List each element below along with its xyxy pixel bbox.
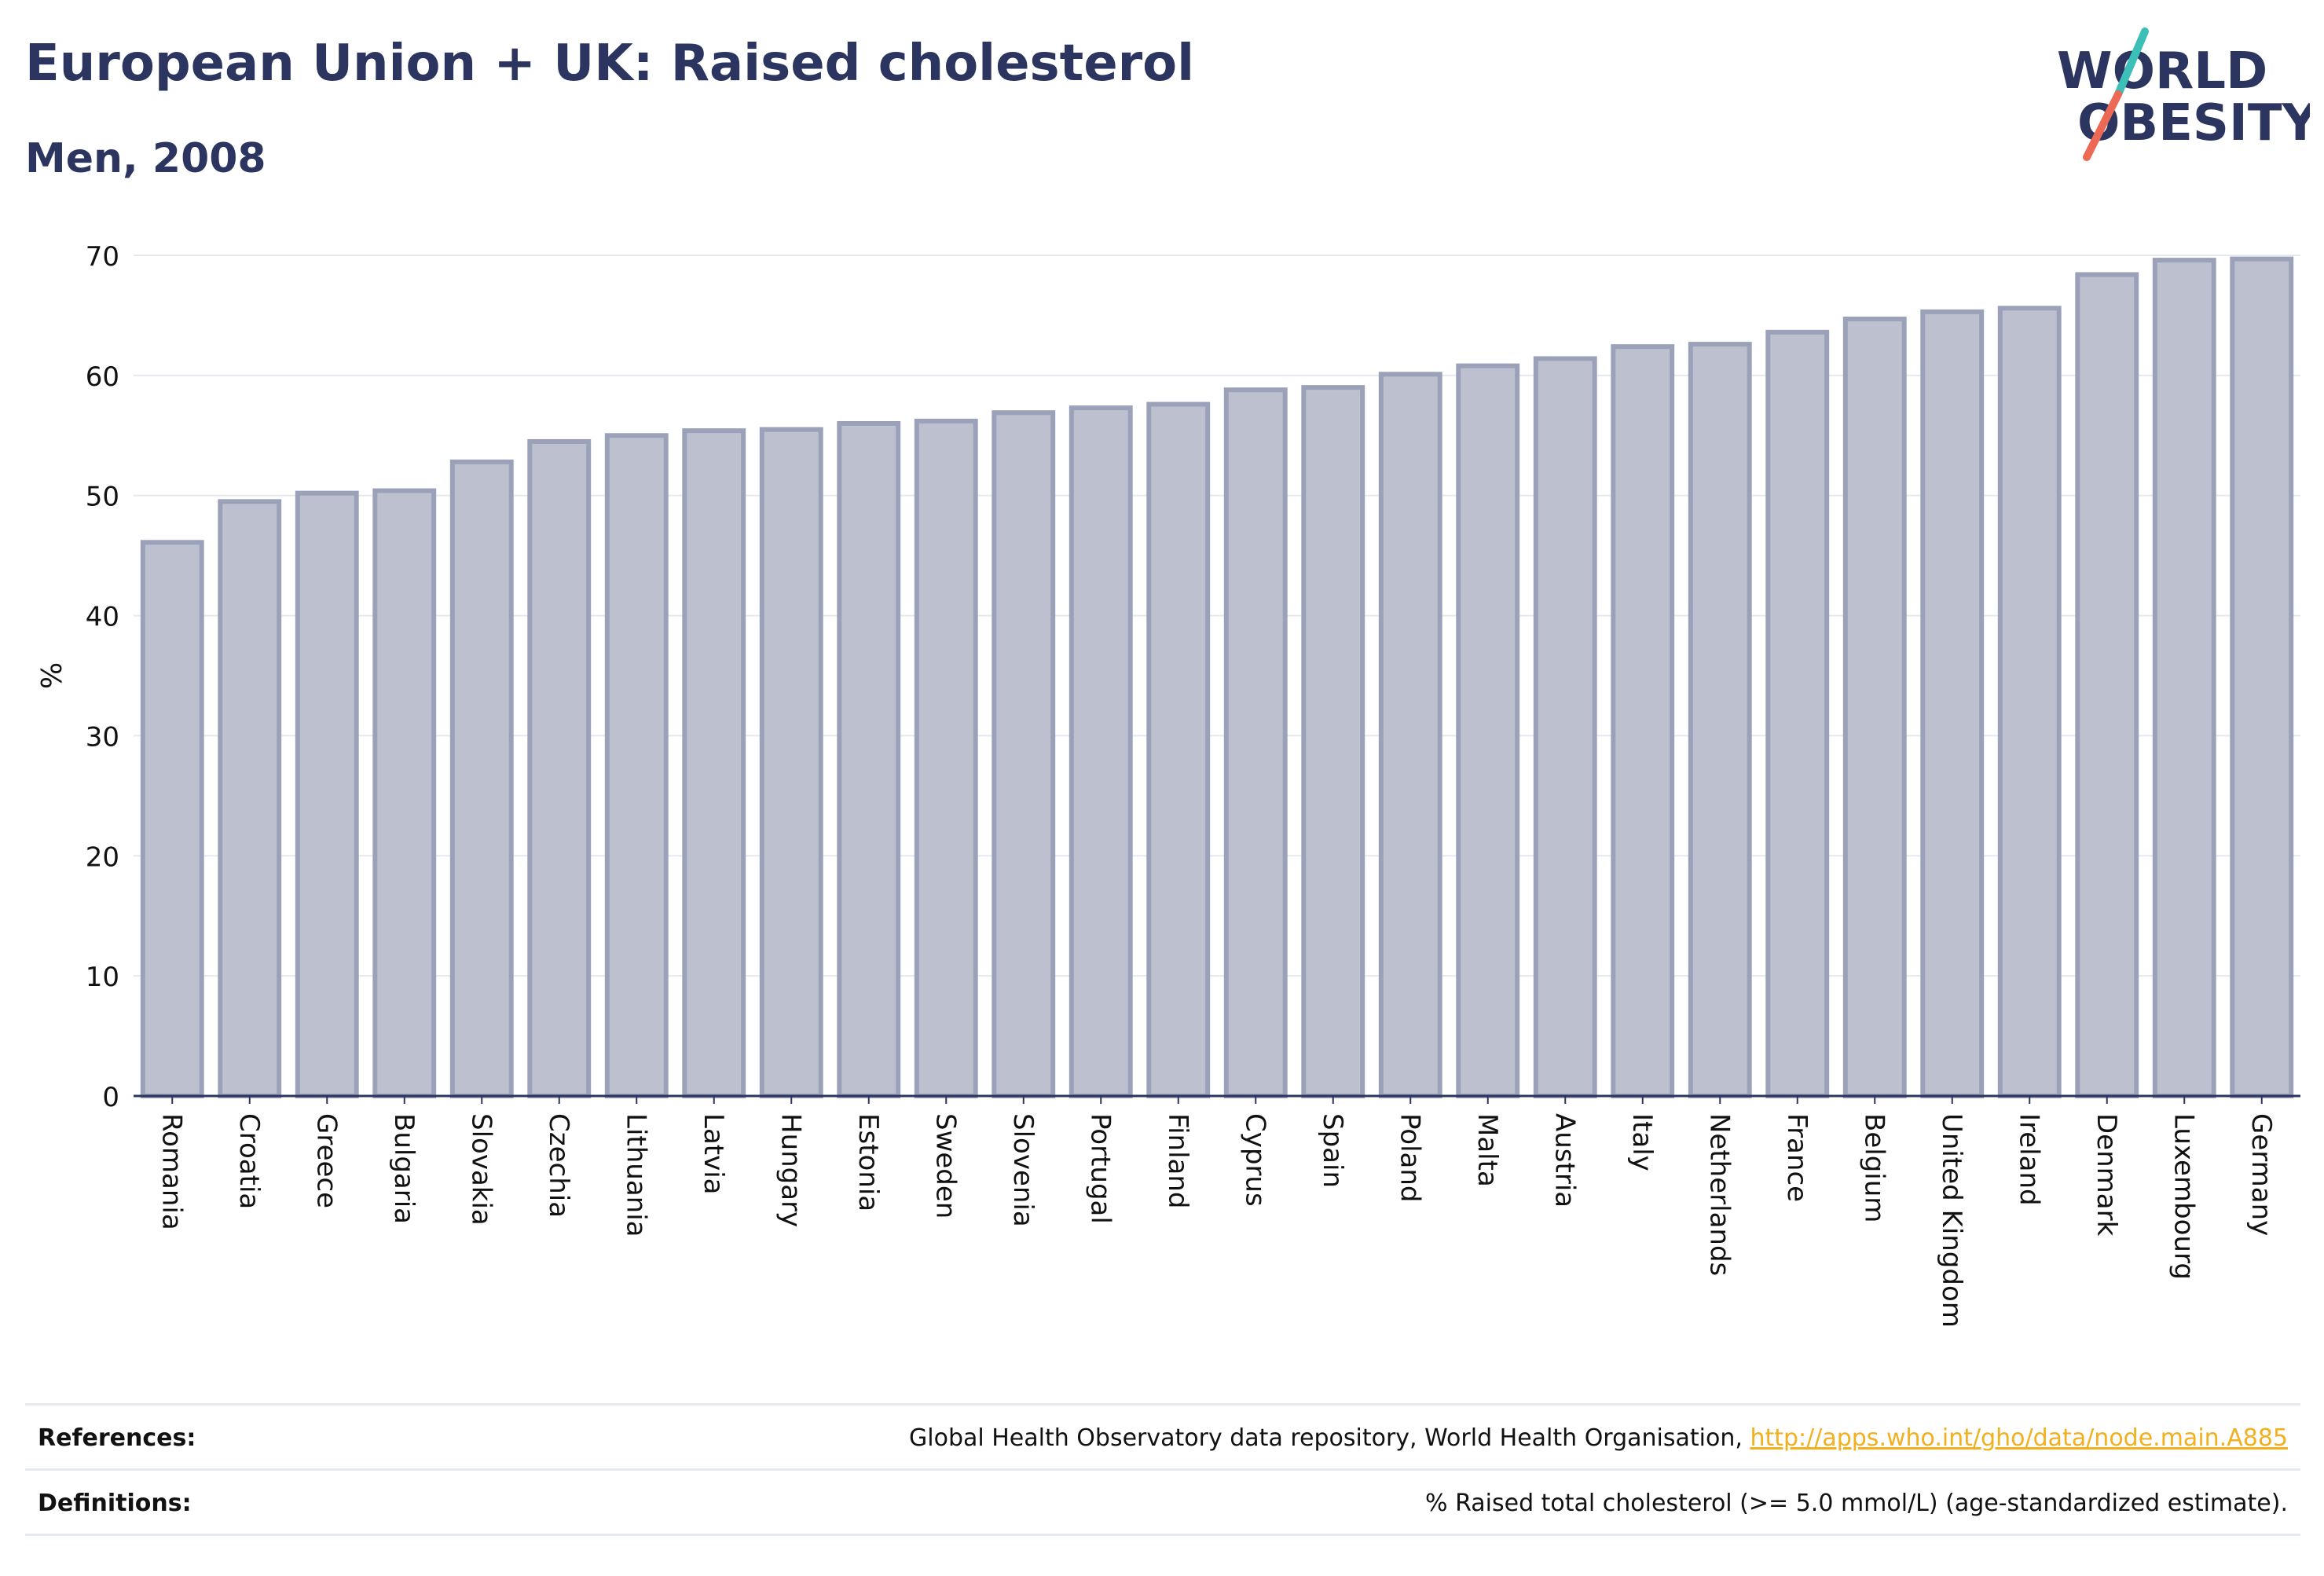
y-tick-label: 20 xyxy=(86,841,119,873)
references-text-wrap: Global Health Observatory data repositor… xyxy=(909,1424,2288,1452)
x-tick-label: Estonia xyxy=(852,1113,884,1211)
x-tick-label: Romania xyxy=(156,1113,187,1230)
bar xyxy=(1456,363,1520,1098)
bar xyxy=(1223,387,1288,1098)
x-tick-label: France xyxy=(1781,1113,1813,1202)
bars xyxy=(140,256,2294,1099)
definitions-text: % Raised total cholesterol (>= 5.0 mmol/… xyxy=(1425,1490,2288,1517)
bar xyxy=(604,433,669,1098)
x-tick-label: Hungary xyxy=(775,1113,806,1227)
x-tick-label: Bulgaria xyxy=(388,1113,420,1224)
bar xyxy=(372,488,437,1098)
x-tick-label: Germany xyxy=(2245,1113,2277,1236)
bar xyxy=(449,459,514,1098)
bar xyxy=(1920,309,1985,1099)
y-axis-label: % xyxy=(34,662,66,689)
references-link[interactable]: http://apps.who.int/gho/data/node.main.A… xyxy=(1750,1424,2288,1452)
x-tick-label: Luxembourg xyxy=(2168,1113,2199,1280)
y-axis-ticks: 0 10 20 30 40 50 60 70 xyxy=(86,241,119,1113)
x-tick-label: Denmark xyxy=(2091,1113,2122,1237)
bar xyxy=(914,418,978,1098)
x-tick-label: Malta xyxy=(1472,1113,1503,1187)
y-tick-label: 50 xyxy=(86,482,119,513)
definitions-row: Definitions: % Raised total cholesterol … xyxy=(25,1468,2300,1536)
x-tick-label: Austria xyxy=(1549,1113,1580,1208)
bar xyxy=(2152,258,2216,1099)
logo-slash-teal xyxy=(2114,27,2149,98)
bar xyxy=(1069,405,1133,1098)
bar xyxy=(1378,372,1442,1099)
y-tick-label: 60 xyxy=(86,361,119,393)
y-tick-label: 40 xyxy=(86,602,119,633)
bar xyxy=(1765,329,1830,1099)
logo-line-world: WORLD xyxy=(2057,42,2267,101)
bar xyxy=(682,428,746,1098)
bar xyxy=(1997,306,2062,1098)
x-tick-label: Lithuania xyxy=(620,1113,651,1237)
bar xyxy=(295,490,359,1098)
bar-chart: 0 10 20 30 40 50 60 70 Romania Croatia Greece Bulg… xyxy=(34,241,2300,1328)
y-tick-label: 10 xyxy=(86,962,119,993)
references-text: Global Health Observatory data repositor… xyxy=(909,1424,1750,1452)
x-tick-label: United Kingdom xyxy=(1936,1113,1967,1328)
bar xyxy=(992,410,1056,1098)
x-tick-label: Portugal xyxy=(1084,1113,1116,1224)
references-label: References: xyxy=(38,1424,196,1452)
x-tick-label: Croatia xyxy=(233,1113,265,1209)
x-tick-label: Poland xyxy=(1394,1113,1425,1203)
bar xyxy=(1146,401,1211,1098)
bar xyxy=(1611,344,1675,1098)
definitions-label: Definitions: xyxy=(38,1490,192,1517)
chart-title: European Union + UK: Raised cholesterol xyxy=(25,35,1195,93)
logo-slash-coral xyxy=(2083,90,2122,161)
x-axis-ticks: Romania Croatia Greece Bulgaria Slovakia Czec… xyxy=(156,1096,2277,1328)
y-tick-label: 70 xyxy=(86,241,119,273)
x-tick-label: Latvia xyxy=(698,1113,729,1195)
x-tick-label: Finland xyxy=(1162,1113,1193,1209)
x-tick-label: Czechia xyxy=(543,1113,574,1218)
x-tick-label: Belgium xyxy=(1858,1113,1890,1222)
x-tick-label: Slovenia xyxy=(1007,1113,1039,1227)
x-tick-label: Netherlands xyxy=(1703,1113,1735,1276)
bar xyxy=(1688,342,1752,1099)
bar xyxy=(2075,272,2139,1098)
chart-subtitle: Men, 2008 xyxy=(25,135,266,182)
bar xyxy=(1842,317,1907,1098)
bar xyxy=(1301,385,1365,1098)
references-row: References: Global Health Observatory da… xyxy=(25,1403,2300,1468)
x-tick-label: Ireland xyxy=(2013,1113,2044,1206)
x-tick-label: Cyprus xyxy=(1239,1113,1270,1207)
y-tick-label: 0 xyxy=(102,1082,119,1113)
bar xyxy=(2230,256,2294,1099)
world-obesity-logo: WORLD OBESITY xyxy=(2057,27,2310,161)
bar xyxy=(218,499,282,1098)
x-tick-label: Slovakia xyxy=(465,1113,497,1226)
x-tick-label: Spain xyxy=(1317,1113,1348,1188)
x-tick-label: Greece xyxy=(310,1113,342,1208)
bar xyxy=(837,421,901,1098)
y-tick-label: 30 xyxy=(86,721,119,753)
bar xyxy=(1533,356,1597,1098)
x-tick-label: Italy xyxy=(1626,1113,1658,1171)
x-tick-label: Sweden xyxy=(929,1113,961,1219)
bar xyxy=(140,540,204,1098)
bar xyxy=(759,427,823,1098)
bar xyxy=(527,438,592,1098)
